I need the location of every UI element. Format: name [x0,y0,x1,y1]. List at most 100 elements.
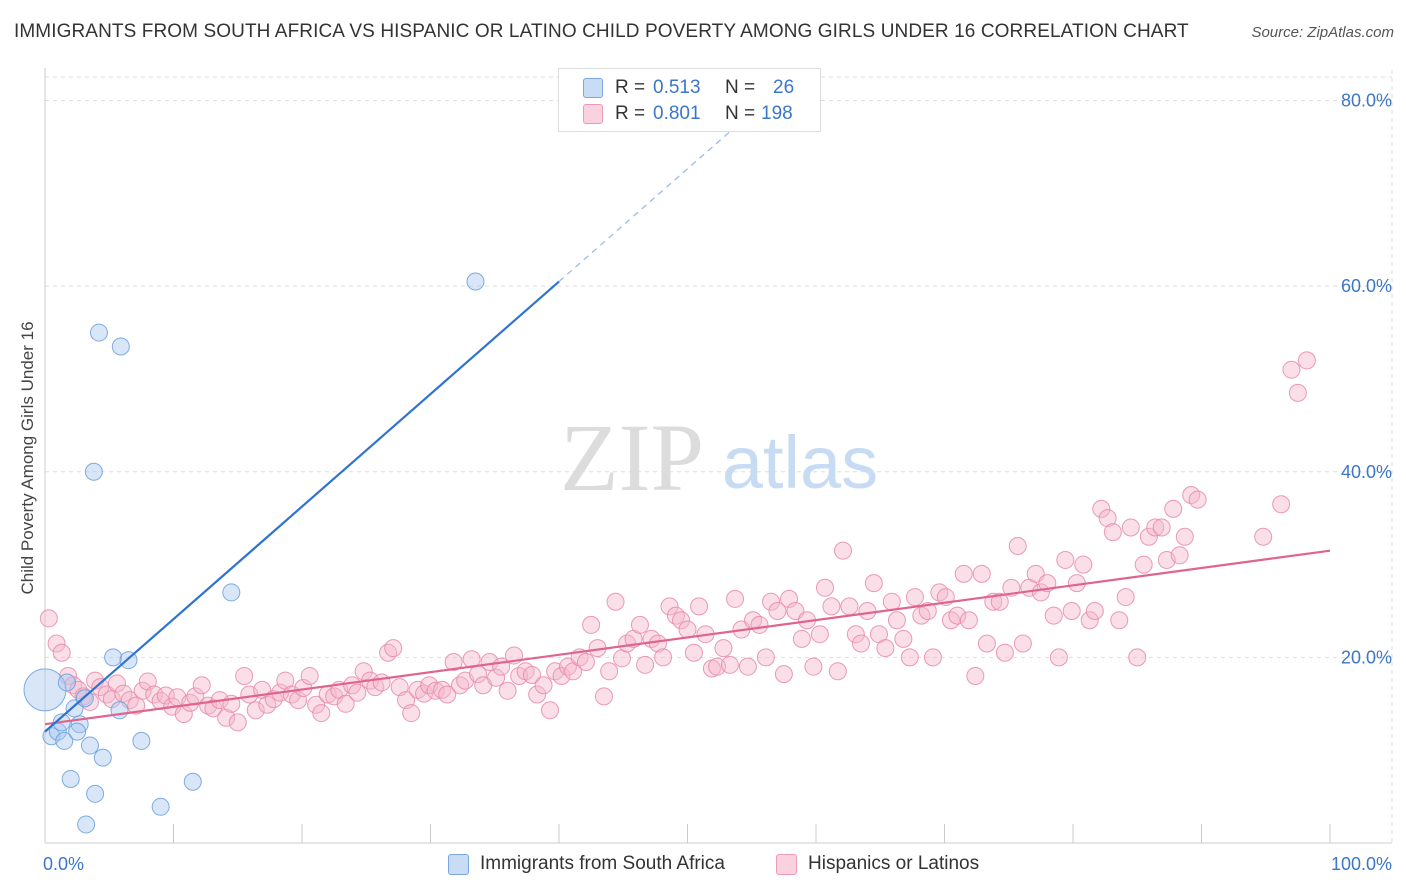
data-point-south-africa [80,736,99,755]
data-point-hispanic [91,678,110,697]
data-point-hispanic [815,578,834,597]
legend-label-south-africa: Immigrants from South Africa [480,853,725,874]
data-point-hispanic [990,592,1009,611]
data-point-south-africa [84,462,103,481]
data-point-hispanic [127,696,146,715]
legend-label-hispanic: Hispanics or Latinos [808,853,980,874]
data-point-hispanic [510,666,529,685]
data-point-hispanic [534,676,553,695]
data-point-hispanic [654,648,673,667]
data-point-hispanic [1013,634,1032,653]
data-point-south-africa [104,648,123,667]
data-point-hispanic [1074,555,1093,574]
data-point-hispanic [541,701,560,720]
data-point-hispanic [774,665,793,684]
data-point-hispanic [1288,383,1307,402]
trend-line-south-africa [44,280,560,733]
data-point-hispanic [1188,490,1207,509]
data-point-hispanic [1062,601,1081,620]
y-tick-label: 20.0% [1341,647,1392,667]
data-point-hispanic [714,639,733,658]
data-point-hispanic [1049,648,1068,667]
data-point-hispanic [1152,518,1171,537]
data-point-hispanic [217,708,236,727]
data-point-hispanic [228,713,247,732]
x-tick-label-min: 0.0% [43,854,84,874]
data-point-hispanic [1056,550,1075,569]
data-point-hispanic [52,643,71,662]
trend-line-hispanic [44,549,1331,726]
data-point-hispanic [289,691,308,710]
data-point-hispanic [312,704,331,723]
data-point-south-africa [222,583,241,602]
n-label: N = [725,77,756,98]
data-point-hispanic [114,684,133,703]
data-point-hispanic [959,611,978,630]
data-point-hispanic [1116,588,1135,607]
r-label: R = [615,103,646,124]
data-point-hispanic [600,662,619,681]
data-point-hispanic [954,564,973,583]
data-point-hispanic [438,685,457,704]
data-point-south-africa [57,673,76,692]
data-point-hispanic [582,615,601,634]
data-point-hispanic [1134,555,1153,574]
data-point-hispanic [672,611,691,630]
data-point-hispanic [941,611,960,630]
data-point-hispanic [726,589,745,608]
data-point-hispanic [246,701,265,720]
data-point-hispanic [402,704,421,723]
data-point-hispanic [887,611,906,630]
data-point-hispanic [972,564,991,583]
data-point-hispanic [487,668,506,687]
data-point-south-africa [61,769,80,788]
data-point-hispanic [762,592,781,611]
data-point-hispanic [1146,518,1165,537]
data-point-hispanic [462,650,481,669]
legend-swatch-hispanic [583,104,603,124]
data-point-hispanic [905,588,924,607]
data-point-hispanic [384,639,403,658]
data-point-south-africa [93,748,112,767]
n-label: N = [725,103,756,124]
data-point-hispanic [235,666,254,685]
data-point-hispanic [528,685,547,704]
data-point-hispanic [822,597,841,616]
r-value: 0.801 [653,103,701,124]
data-point-hispanic [1254,527,1273,546]
data-point-hispanic [876,639,895,658]
data-point-hispanic [107,674,126,693]
data-point-hispanic [804,657,823,676]
data-point-south-africa [68,722,87,741]
data-point-hispanic [1282,360,1301,379]
y-tick-label: 60.0% [1341,276,1392,296]
data-point-hispanic [1175,527,1194,546]
data-point-hispanic [1128,648,1147,667]
data-point-hispanic [923,648,942,667]
data-point-hispanic [523,666,542,685]
data-point-hispanic [1110,611,1129,630]
data-point-hispanic [576,653,595,672]
data-point-hispanic [1272,495,1291,514]
data-point-hispanic [594,687,613,706]
data-point-hispanic [995,643,1014,662]
data-point-hispanic [828,662,847,681]
data-point-hispanic [47,634,66,653]
data-point-hispanic [192,676,211,695]
data-point-south-africa [55,731,74,750]
data-point-hispanic [498,681,517,700]
data-point-hispanic [756,648,775,667]
data-point-hispanic [930,583,949,602]
data-point-hispanic [156,686,175,705]
data-point-hispanic [918,601,937,620]
data-point-hispanic [966,666,985,685]
data-point-hispanic [882,592,901,611]
data-point-hispanic [864,574,883,593]
data-point-hispanic [300,666,319,685]
data-point-hispanic [846,625,865,644]
trend-lines [44,123,1331,733]
data-point-hispanic [390,678,409,697]
data-point-hispanic [444,653,463,672]
data-point-hispanic [336,694,355,713]
data-point-hispanic [1297,351,1316,370]
